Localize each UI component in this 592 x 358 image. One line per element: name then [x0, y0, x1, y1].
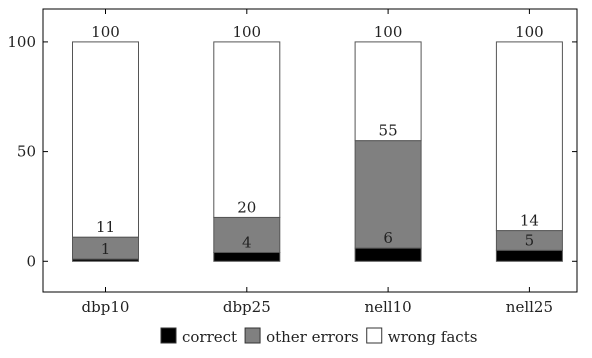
- y-tick-label: 0: [26, 252, 36, 270]
- bar-segment-wrong-facts: [213, 41, 281, 218]
- bar-segment-wrong-facts: [354, 41, 422, 142]
- data-label: 14: [520, 212, 539, 230]
- bar-segment-correct: [213, 252, 281, 262]
- data-label: 100: [515, 23, 544, 41]
- y-tick-label: 100: [7, 33, 36, 51]
- bar-segment-wrong-facts: [495, 41, 563, 232]
- data-label: 100: [232, 23, 261, 41]
- legend-swatch-correct: [160, 327, 177, 344]
- x-tick-label: dbp10: [82, 298, 130, 316]
- bar-segment-correct: [495, 249, 563, 262]
- legend-swatch-other-errors: [244, 327, 261, 344]
- y-tick-label: 50: [17, 143, 36, 161]
- legend-label-correct: correct: [182, 328, 237, 346]
- data-label: 20: [237, 198, 256, 216]
- bar-segment-correct: [354, 247, 422, 262]
- legend: correct other errors wrong facts: [160, 327, 478, 346]
- legend-swatch-wrong-facts: [366, 327, 383, 344]
- data-label: 100: [91, 23, 120, 41]
- data-label: 5: [525, 231, 535, 249]
- bar-segment-wrong-facts: [72, 41, 139, 238]
- plot-area: 050100dbp10111100dbp25420100nell10655100…: [7, 8, 578, 316]
- data-label: 6: [383, 229, 393, 247]
- axes-frame: [42, 8, 578, 293]
- legend-label-other-errors: other errors: [266, 328, 359, 346]
- x-tick-label: nell10: [364, 298, 411, 316]
- data-label: 1: [101, 240, 111, 258]
- x-tick-label: dbp25: [223, 298, 271, 316]
- legend-label-wrong-facts: wrong facts: [388, 328, 478, 346]
- data-label: 100: [374, 23, 403, 41]
- bar-segment-other-errors: [213, 216, 281, 254]
- data-label: 4: [242, 234, 252, 252]
- data-label: 55: [379, 122, 398, 140]
- data-label: 11: [96, 218, 115, 236]
- bar-segment-other-errors: [354, 140, 422, 249]
- x-tick-label: nell25: [506, 298, 553, 316]
